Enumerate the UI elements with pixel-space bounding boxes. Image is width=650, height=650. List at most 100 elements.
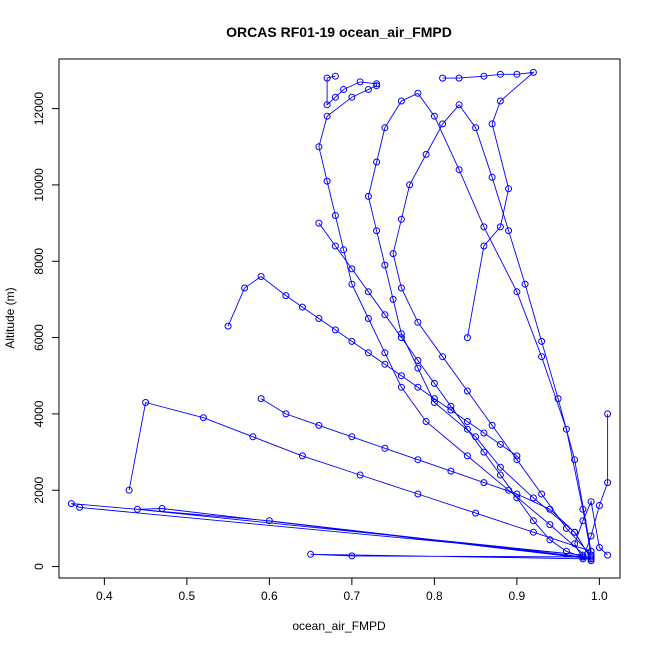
- data-point: [298, 452, 306, 460]
- data-point: [562, 524, 570, 532]
- data-point: [529, 528, 537, 536]
- series-layer: [67, 68, 612, 565]
- data-point: [389, 250, 397, 258]
- data-point: [455, 74, 463, 82]
- data-point: [513, 288, 521, 296]
- data-point: [480, 72, 488, 80]
- data-point: [331, 242, 339, 250]
- data-point: [496, 97, 504, 105]
- data-point: [315, 421, 323, 429]
- data-point: [513, 452, 521, 460]
- data-point: [373, 82, 381, 90]
- data-point: [364, 192, 372, 200]
- data-point: [604, 551, 612, 559]
- data-point: [414, 490, 422, 498]
- data-point: [142, 399, 150, 406]
- series-line: [128, 401, 592, 552]
- x-tick-label: 0.9: [509, 589, 526, 603]
- data-point: [414, 89, 422, 97]
- data-point: [529, 517, 537, 525]
- series-line: [260, 398, 592, 560]
- data-point: [298, 303, 306, 311]
- data-point: [381, 261, 389, 269]
- data-point: [257, 273, 265, 280]
- x-tick-label: 1.0: [591, 589, 608, 603]
- data-point: [496, 471, 504, 479]
- data-point: [480, 429, 488, 437]
- data-point: [356, 471, 364, 479]
- data-point: [488, 421, 496, 429]
- data-point: [422, 418, 430, 425]
- data-point: [554, 395, 562, 403]
- series-2: [315, 72, 595, 565]
- data-point: [480, 479, 488, 487]
- data-point: [546, 505, 554, 513]
- data-point: [455, 166, 463, 174]
- x-tick-label: 0.8: [426, 589, 443, 603]
- data-point: [513, 70, 521, 78]
- data-point: [331, 72, 339, 80]
- data-point: [529, 68, 537, 76]
- series-0: [364, 89, 595, 563]
- data-point: [472, 124, 480, 132]
- data-point: [373, 80, 381, 88]
- series-9: [315, 219, 587, 561]
- chart-title: ORCAS RF01-19 ocean_air_FMPD: [226, 24, 452, 40]
- x-tick-label: 0.5: [179, 589, 196, 603]
- data-point: [323, 74, 331, 82]
- data-point: [323, 177, 331, 185]
- data-point: [488, 120, 496, 128]
- data-point: [282, 410, 290, 418]
- series-line: [367, 92, 592, 560]
- series-line: [574, 413, 609, 560]
- data-point: [249, 433, 257, 441]
- data-point: [414, 318, 422, 326]
- data-point: [414, 364, 422, 372]
- data-point: [414, 383, 422, 391]
- data-point: [571, 540, 579, 548]
- data-point: [447, 402, 455, 410]
- data-point: [562, 425, 570, 433]
- data-point: [199, 414, 207, 422]
- data-point: [505, 227, 513, 235]
- data-point: [455, 101, 463, 109]
- data-point: [282, 292, 290, 300]
- data-point: [513, 494, 521, 502]
- data-point: [587, 498, 595, 506]
- data-point: [406, 181, 414, 189]
- x-axis-label: ocean_air_FMPD: [292, 619, 386, 633]
- data-point: [348, 93, 356, 101]
- data-point: [397, 97, 405, 105]
- series-1: [67, 500, 595, 563]
- data-point: [373, 227, 381, 235]
- data-point: [389, 295, 397, 303]
- data-point: [538, 337, 546, 345]
- y-axis: 0 2000 4000 6000 8000 10000 12000: [32, 92, 60, 570]
- data-point: [397, 334, 405, 342]
- data-point: [430, 112, 438, 120]
- data-point: [538, 490, 546, 498]
- data-point: [348, 552, 356, 560]
- data-point: [323, 101, 331, 109]
- data-point: [340, 86, 348, 93]
- data-point: [356, 78, 364, 86]
- data-point: [571, 528, 579, 536]
- series-line: [318, 75, 592, 562]
- data-point: [463, 334, 471, 342]
- data-point: [538, 353, 546, 361]
- data-point: [430, 395, 438, 403]
- data-point: [463, 418, 471, 425]
- data-point: [76, 503, 84, 511]
- data-point: [397, 215, 405, 223]
- data-point: [397, 372, 405, 380]
- series-6: [125, 399, 595, 555]
- data-point: [604, 410, 612, 418]
- data-point: [265, 517, 273, 525]
- data-point: [529, 494, 537, 502]
- data-point: [331, 212, 339, 219]
- data-point: [480, 448, 488, 456]
- series-7: [571, 410, 612, 563]
- series-3: [389, 101, 595, 559]
- data-point: [414, 456, 422, 464]
- data-point: [480, 242, 488, 250]
